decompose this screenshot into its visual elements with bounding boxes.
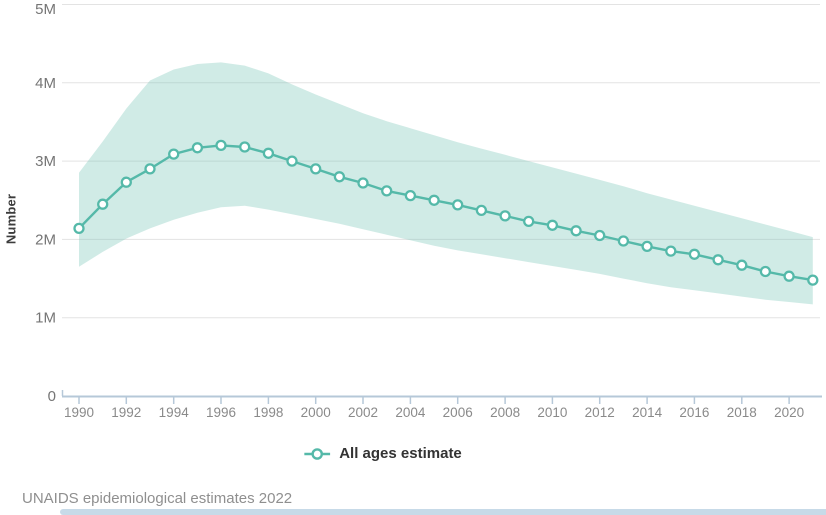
x-tick-label: 1992 [111,405,141,420]
y-tick-label: 3M [35,153,56,170]
data-point[interactable] [759,265,772,278]
data-point[interactable] [262,147,275,159]
data-point[interactable] [807,274,819,286]
x-tick-label: 2014 [632,405,663,420]
y-tick-label: 0 [48,388,56,405]
x-tick-label: 2018 [727,405,757,420]
horizontal-scrollbar[interactable] [60,509,826,515]
data-point[interactable] [168,148,180,160]
data-point[interactable] [594,229,606,242]
y-tick-label: 4M [35,75,56,92]
x-tick-label: 2016 [679,405,709,420]
data-point[interactable] [783,270,795,282]
data-point[interactable] [191,142,204,154]
x-tick-label: 2008 [490,405,520,420]
y-tick-label: 1M [35,310,56,327]
source-note: UNAIDS epidemiological estimates 2022 [22,490,293,507]
data-point[interactable] [144,163,156,175]
y-tick-label: 2M [35,231,56,248]
data-point[interactable] [688,248,701,260]
x-tick-label: 2004 [395,405,426,420]
data-point[interactable] [546,219,559,231]
legend-marker-icon [304,447,331,460]
data-point[interactable] [428,194,440,206]
data-point[interactable] [310,163,322,175]
y-tick-label: 5M [35,1,56,18]
x-tick-label: 1990 [64,405,94,420]
x-tick-label: 1996 [206,405,236,420]
data-point[interactable] [120,176,132,188]
data-point[interactable] [641,240,653,253]
data-point[interactable] [736,259,748,271]
x-tick-label: 2000 [301,405,331,420]
y-axis-title: Number [3,193,19,245]
x-tick-label: 2002 [348,405,378,420]
x-tick-label: 2020 [774,405,804,420]
legend-item[interactable]: All ages estimate [304,445,462,462]
data-point[interactable] [523,215,535,228]
x-tick-label: 2010 [537,405,567,420]
x-tick-label: 2012 [585,405,615,420]
data-point[interactable] [570,225,582,237]
data-point[interactable] [97,198,109,210]
data-point[interactable] [499,210,511,222]
data-point[interactable] [73,222,85,235]
x-tick-label: 2006 [443,405,473,420]
legend-label: All ages estimate [339,445,462,462]
data-point[interactable] [286,155,298,167]
x-tick-label: 1998 [253,405,283,420]
data-point[interactable] [475,204,488,217]
data-point[interactable] [381,185,393,197]
data-point[interactable] [333,171,346,183]
x-tick-label: 1994 [159,405,190,420]
data-point[interactable] [404,189,417,202]
data-point[interactable] [239,141,251,153]
data-point[interactable] [665,245,677,257]
data-point[interactable] [712,254,724,266]
line-chart-plot: 1990 1992 1994 1996 1998 2000 2002 2004 2006 2008… [35,1,822,420]
data-point[interactable] [357,177,369,189]
data-point[interactable] [617,235,630,247]
data-point[interactable] [452,199,464,211]
confidence-band [79,62,813,305]
data-point[interactable] [215,139,227,152]
